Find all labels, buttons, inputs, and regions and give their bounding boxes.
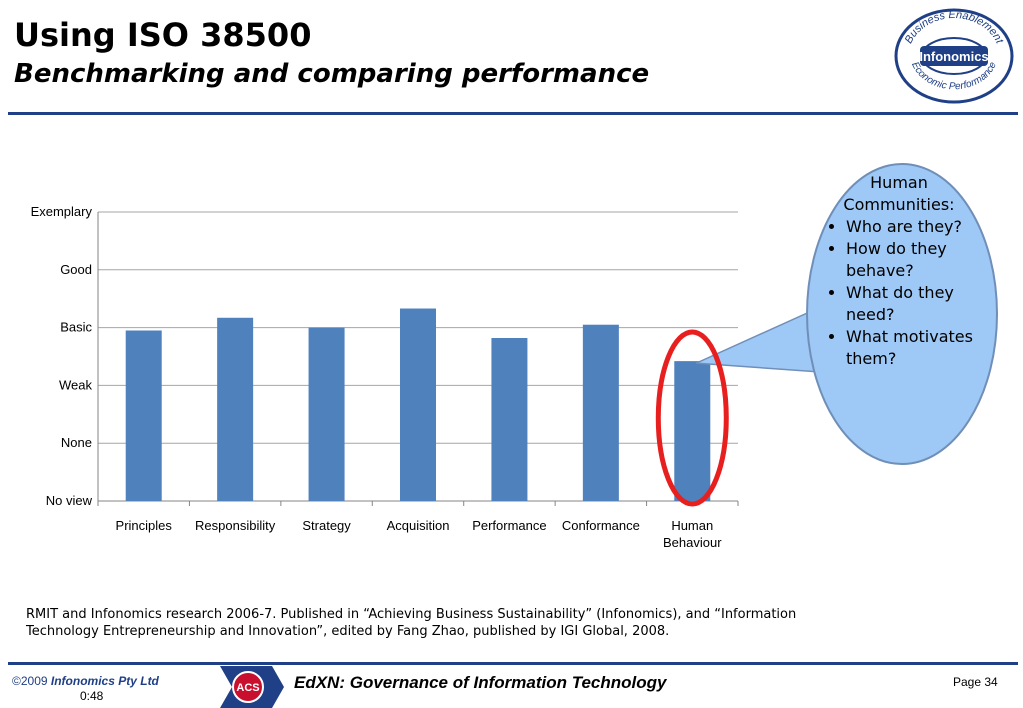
x-tick-label-line: Behaviour (663, 535, 722, 550)
bar (217, 317, 254, 501)
x-tick-label: Principles (116, 518, 173, 533)
slide-subtitle: Benchmarking and comparing performance (14, 59, 650, 89)
bar (674, 361, 711, 501)
x-tick-label: Responsibility (195, 518, 276, 533)
x-tick-label-line: Human (671, 518, 713, 533)
callout-bullet: What do they need? (846, 282, 974, 326)
callout-heading-line-2: Communities: (843, 195, 955, 214)
infonomics-logo: Infonomics Business Enablement Economic … (894, 8, 1014, 104)
human-communities-callout: Human Communities: Who are they? How do … (804, 162, 1000, 466)
x-tick-label: Strategy (302, 518, 351, 533)
company-name: Infonomics Pty Ltd (50, 674, 159, 688)
logo-center-text: Infonomics (919, 49, 988, 64)
callout-bullet: Who are they? (846, 216, 974, 238)
footer-divider (8, 662, 1018, 665)
bar (582, 324, 619, 501)
bar (308, 327, 345, 501)
acs-logo-text: ACS (236, 682, 259, 694)
slide-timer: 0:48 (80, 689, 104, 703)
x-tick-label: Conformance (562, 518, 640, 533)
callout-shape (806, 163, 998, 465)
course-title: EdXN: Governance of Information Technolo… (294, 673, 667, 692)
x-tick-label: Acquisition (387, 518, 450, 533)
callout-bubble (806, 163, 998, 465)
performance-bar-chart: No view None Weak Basic Good Exemplary Princip… (31, 204, 838, 550)
copyright-year: ©2009 (12, 674, 48, 688)
acs-logo: ACS (220, 666, 284, 708)
callout-heading-line-1: Human (870, 173, 928, 192)
x-tick-label: Performance (472, 518, 546, 533)
page-number: Page 34 (953, 675, 998, 689)
research-footnote: RMIT and Infonomics research 2006-7. Pub… (26, 607, 797, 639)
x-tick-label-line: Principles (116, 518, 173, 533)
x-tick-label-line: Responsibility (195, 518, 276, 533)
y-tick-label: Basic (60, 320, 92, 335)
logo-center-band (920, 46, 988, 66)
y-tick-label: None (61, 435, 92, 450)
acs-logo-badge (232, 671, 264, 703)
x-tick-label-line: Performance (472, 518, 546, 533)
callout-bullet-list: Who are they? How do they behave? What d… (824, 216, 974, 370)
callout-bullet: What motivates them? (846, 326, 974, 370)
bar (491, 338, 528, 501)
x-tick-label-line: Strategy (302, 518, 351, 533)
callout-heading: Human Communities: (824, 172, 974, 216)
callout-text: Human Communities: Who are they? How do … (824, 172, 974, 370)
y-tick-label: No view (46, 493, 93, 508)
x-tick-label-line: Conformance (562, 518, 640, 533)
x-tick-label-line: Acquisition (387, 518, 450, 533)
bar (400, 308, 436, 501)
header-divider (8, 112, 1018, 115)
y-tick-label: Good (60, 262, 92, 277)
highlight-ring (655, 329, 729, 507)
slide-title: Using ISO 38500 (14, 16, 312, 54)
bar (125, 330, 162, 501)
x-tick-label: Human Behaviour (663, 518, 722, 550)
footer-copyright: ©2009 Infonomics Pty Ltd (12, 674, 159, 688)
y-tick-label: Weak (59, 377, 92, 392)
callout-bullet: How do they behave? (846, 238, 974, 282)
y-tick-label: Exemplary (31, 204, 93, 219)
